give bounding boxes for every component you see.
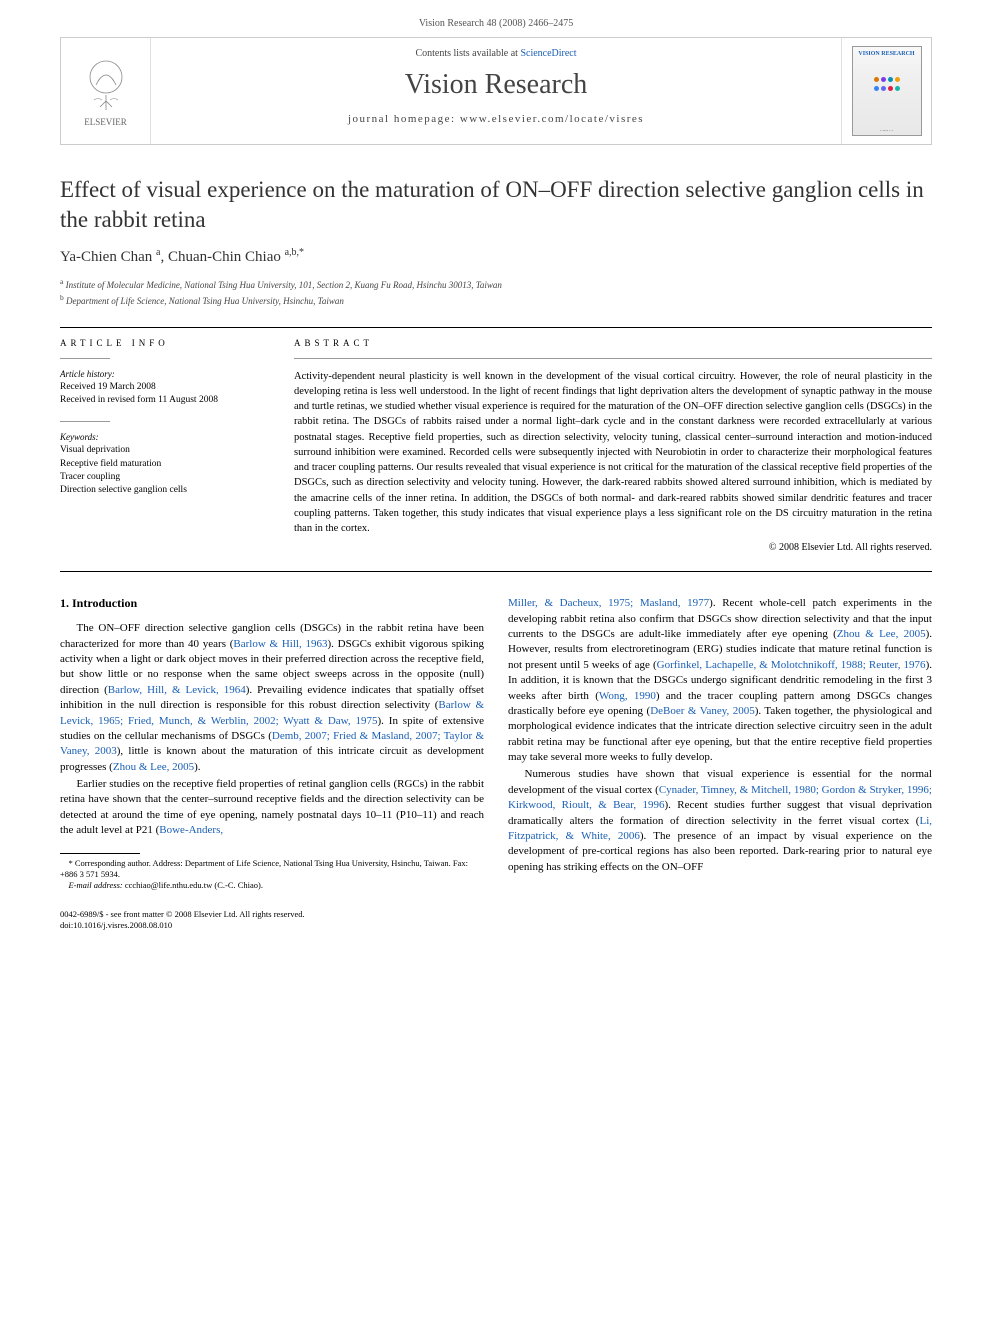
paragraph: The ON–OFF direction selective ganglion … [60, 621, 484, 775]
article-info-heading: ARTICLE INFO [60, 338, 270, 348]
authors: Ya-Chien Chan a, Chuan-Chin Chiao a,b,* [60, 247, 932, 266]
revised-date: Received in revised form 11 August 2008 [60, 394, 270, 407]
abstract-text: Activity-dependent neural plasticity is … [294, 369, 932, 536]
abstract-copyright: © 2008 Elsevier Ltd. All rights reserved… [294, 542, 932, 553]
journal-homepage: journal homepage: www.elsevier.com/locat… [151, 113, 841, 125]
citation-link[interactable]: Wong, 1990 [599, 690, 656, 702]
history-label: Article history: [60, 369, 270, 379]
keyword: Direction selective ganglion cells [60, 484, 270, 497]
column-right: Miller, & Dacheux, 1975; Masland, 1977).… [508, 596, 932, 891]
email-footnote: E-mail address: ccchiao@life.nthu.edu.tw… [60, 880, 484, 891]
homepage-prefix: journal homepage: [348, 113, 460, 125]
elsevier-logo: ELSEVIER [61, 38, 151, 144]
citation-link[interactable]: Zhou & Lee, 2005 [837, 628, 926, 640]
contents-prefix: Contents lists available at [415, 48, 520, 59]
elsevier-tree-icon [76, 55, 136, 115]
paragraph: Numerous studies have shown that visual … [508, 767, 932, 875]
affiliation-a: Institute of Molecular Medicine, Nationa… [66, 280, 502, 290]
sciencedirect-link[interactable]: ScienceDirect [520, 48, 576, 59]
divider [60, 327, 932, 328]
paragraph: Earlier studies on the receptive field p… [60, 777, 484, 839]
citation-link[interactable]: Barlow, Hill, & Levick, 1964 [108, 684, 246, 696]
citation-link[interactable]: Zhou & Lee, 2005 [113, 761, 194, 773]
journal-cover-thumb: VISION RESEARCH • •••• • • [841, 38, 931, 144]
running-head: Vision Research 48 (2008) 2466–2475 [0, 0, 992, 37]
author-2-affil: a,b,* [285, 247, 304, 258]
affiliation-b: Department of Life Science, National Tsi… [66, 296, 344, 306]
footnote-rule [60, 853, 140, 854]
keywords-label: Keywords: [60, 432, 270, 442]
abstract-heading: ABSTRACT [294, 338, 932, 348]
email-link[interactable]: ccchiao@life.nthu.edu.tw [125, 880, 212, 890]
divider [60, 571, 932, 572]
received-date: Received 19 March 2008 [60, 381, 270, 394]
citation-link[interactable]: DeBoer & Vaney, 2005 [650, 705, 755, 717]
body-text: 1. Introduction The ON–OFF direction sel… [60, 596, 932, 891]
article-info-sidebar: ARTICLE INFO Article history: Received 1… [60, 338, 270, 553]
affiliations: a Institute of Molecular Medicine, Natio… [60, 276, 932, 309]
citation-link[interactable]: Miller, & Dacheux, 1975; Masland, 1977 [508, 597, 709, 609]
cover-dots-2 [853, 86, 921, 91]
contents-line: Contents lists available at ScienceDirec… [151, 48, 841, 59]
citation-link[interactable]: Gorfinkel, Lachapelle, & Molotchnikoff, … [657, 659, 926, 671]
paragraph: Miller, & Dacheux, 1975; Masland, 1977).… [508, 596, 932, 765]
article-title: Effect of visual experience on the matur… [60, 175, 932, 235]
elsevier-label: ELSEVIER [84, 117, 127, 127]
footer-doi: doi:10.1016/j.visres.2008.08.010 [60, 920, 932, 931]
citation-link[interactable]: Barlow & Hill, 1963 [233, 638, 327, 650]
author-1: Ya-Chien Chan [60, 249, 156, 265]
intro-heading: 1. Introduction [60, 596, 484, 611]
cover-title: VISION RESEARCH [853, 51, 921, 57]
keyword: Receptive field maturation [60, 458, 270, 471]
column-left: 1. Introduction The ON–OFF direction sel… [60, 596, 484, 891]
author-2: Chuan-Chin Chiao [168, 249, 285, 265]
keyword: Visual deprivation [60, 444, 270, 457]
journal-name: Vision Research [151, 69, 841, 101]
homepage-url: www.elsevier.com/locate/visres [460, 113, 644, 125]
keyword: Tracer coupling [60, 471, 270, 484]
corresponding-author-footnote: * Corresponding author. Address: Departm… [60, 858, 484, 880]
footer-front-matter: 0042-6989/$ - see front matter © 2008 El… [60, 909, 932, 920]
abstract-section: ABSTRACT Activity-dependent neural plast… [294, 338, 932, 553]
cover-dots [853, 77, 921, 82]
page-footer: 0042-6989/$ - see front matter © 2008 El… [60, 909, 932, 931]
citation-link[interactable]: Bowe-Anders, [159, 824, 223, 836]
journal-banner: ELSEVIER Contents lists available at Sci… [60, 37, 932, 145]
